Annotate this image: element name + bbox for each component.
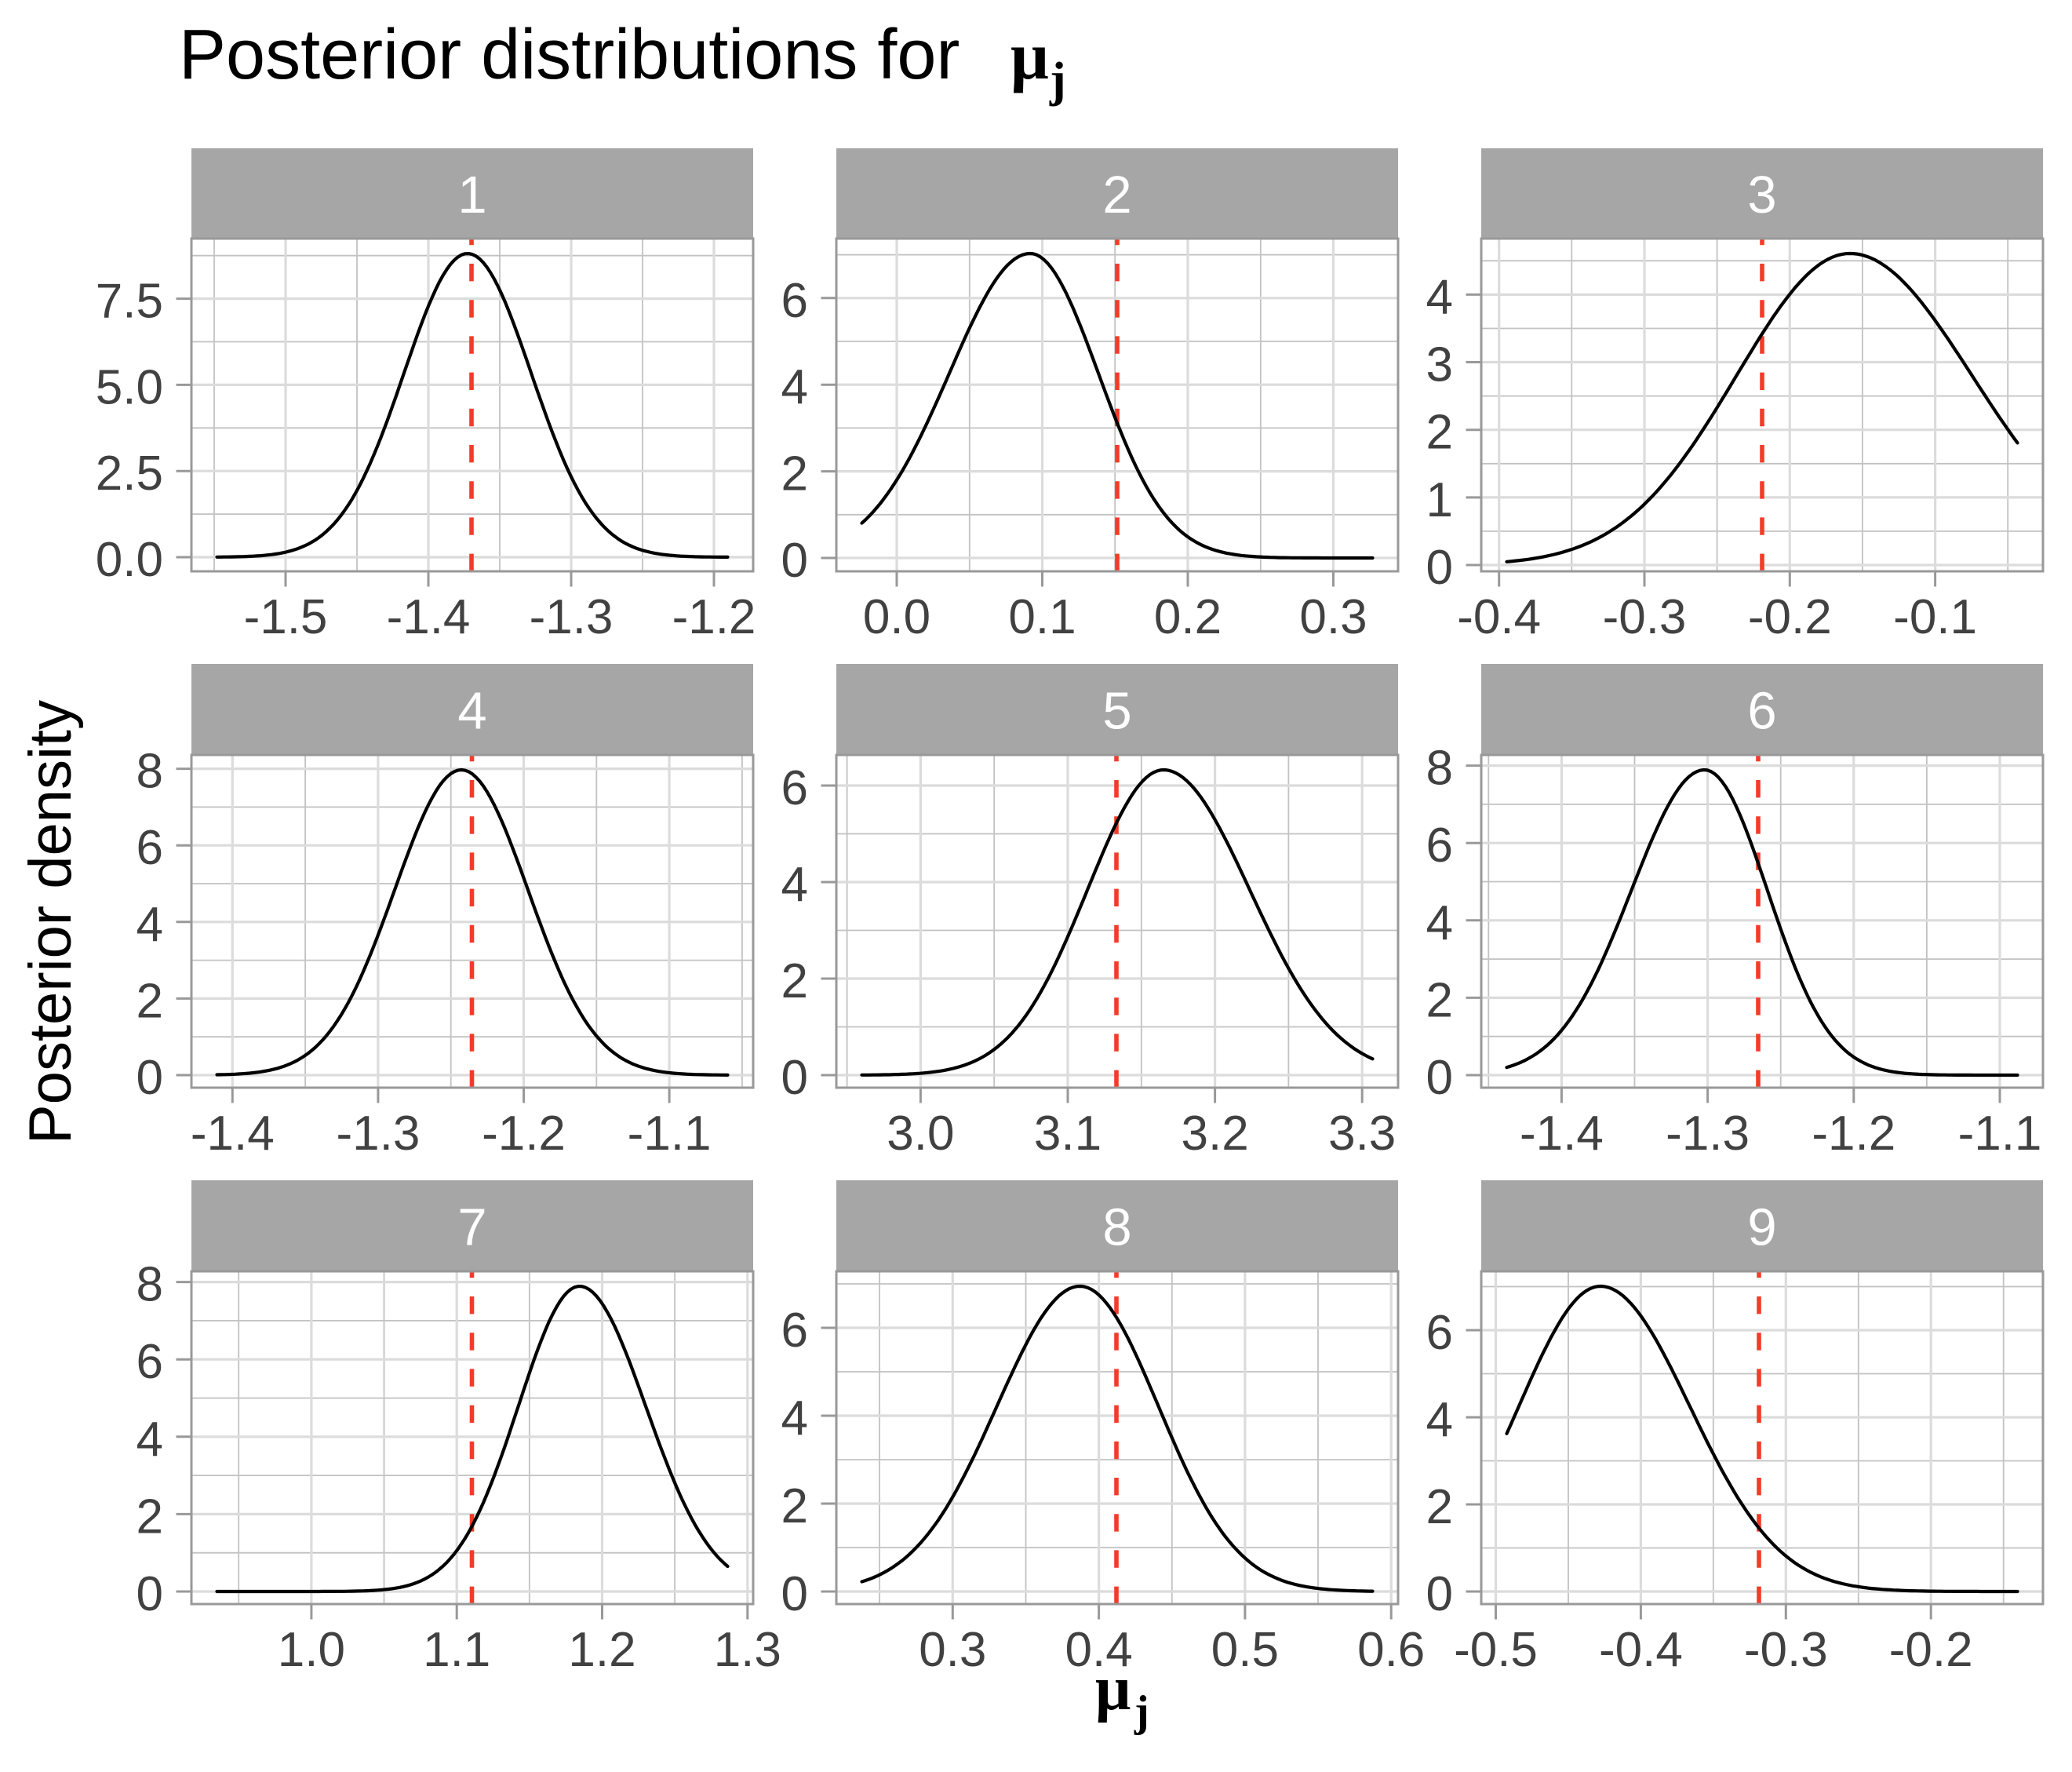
svg-text:0.3: 0.3 <box>1299 590 1367 644</box>
svg-text:0.6: 0.6 <box>1357 1623 1425 1677</box>
svg-text:-0.2: -0.2 <box>1889 1623 1973 1677</box>
svg-text:2: 2 <box>137 974 163 1028</box>
svg-text:0.3: 0.3 <box>919 1623 986 1677</box>
svg-text:3.0: 3.0 <box>887 1107 954 1161</box>
svg-text:2: 2 <box>1426 973 1453 1027</box>
svg-text:2: 2 <box>781 447 808 501</box>
svg-text:3: 3 <box>1747 166 1776 224</box>
svg-text:-1.4: -1.4 <box>1520 1107 1604 1161</box>
svg-text:-1.2: -1.2 <box>672 590 756 644</box>
svg-text:0.2: 0.2 <box>1154 590 1222 644</box>
svg-text:4: 4 <box>1426 1393 1453 1447</box>
svg-text:2: 2 <box>1102 166 1131 224</box>
svg-text:Posterior distributions for: Posterior distributions for <box>179 16 960 94</box>
svg-text:4: 4 <box>1426 270 1453 324</box>
svg-text:4: 4 <box>137 1413 163 1467</box>
svg-text:6: 6 <box>137 821 163 875</box>
svg-text:2: 2 <box>781 954 808 1008</box>
svg-text:0: 0 <box>1426 1567 1453 1621</box>
svg-text:-0.4: -0.4 <box>1599 1623 1683 1677</box>
svg-text:1.2: 1.2 <box>568 1623 635 1677</box>
svg-text:4: 4 <box>781 858 808 912</box>
svg-text:-1.4: -1.4 <box>387 590 471 644</box>
svg-text:-1.5: -1.5 <box>244 590 328 644</box>
svg-text:0: 0 <box>781 1051 808 1105</box>
svg-text:0.5: 0.5 <box>1211 1623 1279 1677</box>
svg-text:3.2: 3.2 <box>1181 1107 1248 1161</box>
svg-text:2: 2 <box>1426 406 1453 460</box>
svg-text:5: 5 <box>1102 681 1131 740</box>
svg-text:0: 0 <box>1426 1051 1453 1105</box>
svg-text:0.0: 0.0 <box>96 533 163 587</box>
svg-text:1.1: 1.1 <box>423 1623 490 1677</box>
svg-text:-0.5: -0.5 <box>1454 1623 1538 1677</box>
svg-text:-0.3: -0.3 <box>1603 590 1687 644</box>
svg-text:3.1: 3.1 <box>1034 1107 1102 1161</box>
svg-text:-0.3: -0.3 <box>1744 1623 1828 1677</box>
svg-text:-1.1: -1.1 <box>1958 1107 2042 1161</box>
svg-text:0.0: 0.0 <box>863 590 930 644</box>
svg-text:6: 6 <box>1426 1306 1453 1360</box>
svg-text:6: 6 <box>137 1335 163 1389</box>
svg-text:-1.3: -1.3 <box>336 1107 420 1161</box>
svg-text:7: 7 <box>457 1198 486 1256</box>
svg-text:8: 8 <box>1426 742 1453 796</box>
svg-text:j: j <box>1134 1687 1149 1736</box>
svg-text:-1.3: -1.3 <box>530 590 614 644</box>
svg-text:8: 8 <box>137 745 163 799</box>
svg-text:-1.3: -1.3 <box>1666 1107 1750 1161</box>
svg-text:j: j <box>1049 53 1066 107</box>
svg-text:μ: μ <box>1011 18 1049 93</box>
svg-text:6: 6 <box>781 761 808 815</box>
svg-text:1: 1 <box>1426 473 1453 527</box>
svg-text:-1.1: -1.1 <box>628 1107 712 1161</box>
svg-text:4: 4 <box>137 898 163 952</box>
svg-text:3.3: 3.3 <box>1328 1107 1396 1161</box>
svg-text:0: 0 <box>781 1567 808 1621</box>
svg-text:1.3: 1.3 <box>714 1623 781 1677</box>
svg-text:0.4: 0.4 <box>1065 1623 1132 1677</box>
svg-text:4: 4 <box>781 360 808 414</box>
svg-text:-0.1: -0.1 <box>1893 590 1977 644</box>
svg-text:1.0: 1.0 <box>278 1623 345 1677</box>
svg-text:4: 4 <box>457 681 486 740</box>
svg-text:-0.2: -0.2 <box>1748 590 1832 644</box>
svg-text:2.5: 2.5 <box>96 447 163 501</box>
svg-text:-1.4: -1.4 <box>191 1107 275 1161</box>
svg-text:6: 6 <box>1747 681 1776 740</box>
svg-text:5.0: 5.0 <box>96 360 163 414</box>
svg-text:0: 0 <box>137 1567 163 1621</box>
svg-text:6: 6 <box>781 274 808 328</box>
svg-text:0: 0 <box>1426 541 1453 595</box>
svg-text:1: 1 <box>457 166 486 224</box>
svg-text:0.1: 0.1 <box>1008 590 1076 644</box>
svg-text:-1.2: -1.2 <box>482 1107 566 1161</box>
svg-text:2: 2 <box>1426 1480 1453 1534</box>
svg-text:0: 0 <box>781 534 808 588</box>
svg-text:4: 4 <box>781 1391 808 1446</box>
svg-text:7.5: 7.5 <box>96 275 163 329</box>
svg-text:0: 0 <box>137 1051 163 1105</box>
svg-text:2: 2 <box>781 1479 808 1533</box>
svg-text:3: 3 <box>1426 338 1453 392</box>
svg-text:9: 9 <box>1747 1198 1776 1256</box>
svg-text:2: 2 <box>137 1489 163 1544</box>
svg-text:8: 8 <box>137 1258 163 1312</box>
svg-text:-1.2: -1.2 <box>1812 1107 1895 1161</box>
svg-text:6: 6 <box>781 1303 808 1358</box>
svg-text:6: 6 <box>1426 819 1453 873</box>
svg-text:8: 8 <box>1102 1198 1131 1256</box>
svg-text:μ: μ <box>1095 1654 1131 1723</box>
svg-text:4: 4 <box>1426 896 1453 950</box>
svg-text:Posterior density: Posterior density <box>17 700 84 1144</box>
svg-text:-0.4: -0.4 <box>1457 590 1541 644</box>
